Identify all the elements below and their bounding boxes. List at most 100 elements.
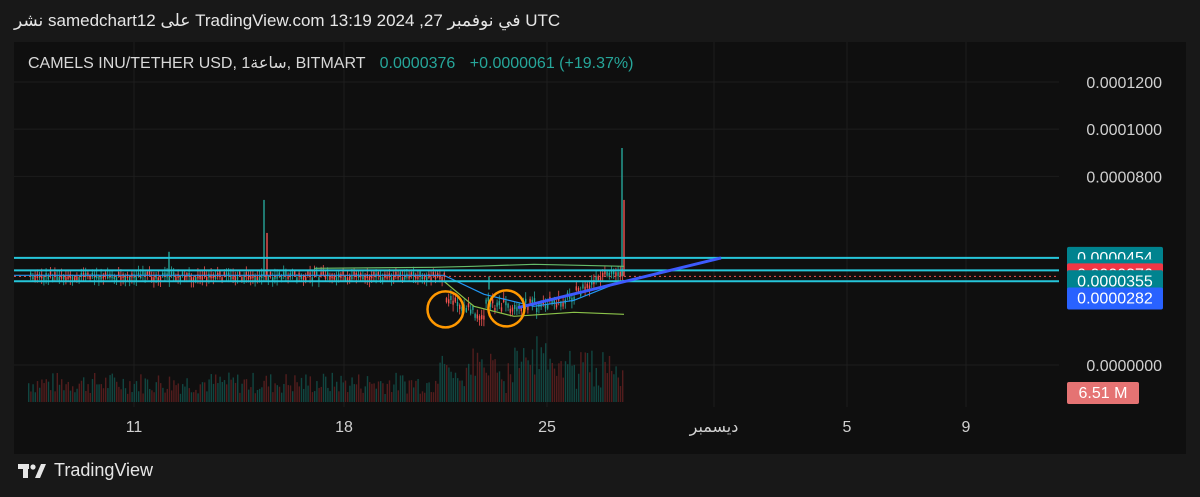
- volume-bar: [177, 383, 179, 402]
- volume-bar: [175, 385, 177, 402]
- price-chart[interactable]: 0.0001200 0.0001000 0.0000800 0.0000000 0.00…: [14, 42, 1186, 454]
- candle-body: [41, 274, 43, 279]
- volume-bar: [54, 391, 56, 402]
- candle-body: [608, 272, 610, 277]
- volume-bar: [243, 379, 245, 402]
- candle-body: [201, 275, 203, 280]
- candle-body: [65, 276, 67, 281]
- volume-bar: [318, 387, 320, 402]
- candle-body: [274, 275, 276, 280]
- candle-body: [89, 275, 91, 280]
- volume-bar: [325, 376, 327, 402]
- candle-body: [527, 306, 529, 311]
- volume-bar: [102, 388, 105, 402]
- volume-bar: [276, 385, 278, 402]
- candle-body: [353, 271, 355, 276]
- volume-bar: [584, 352, 586, 402]
- candle-body: [441, 276, 443, 281]
- volume-bar: [428, 382, 430, 402]
- volume-bar: [320, 386, 322, 402]
- candle-body: [335, 276, 338, 281]
- candle-body: [533, 298, 536, 303]
- moving-average-line: [14, 274, 625, 307]
- volume-bar: [193, 392, 195, 402]
- volume-bar: [505, 392, 507, 402]
- candle-body: [573, 296, 575, 301]
- volume-bar: [28, 383, 30, 402]
- volume-bar: [503, 381, 505, 402]
- volume-bar: [393, 384, 395, 402]
- volume-bar: [270, 374, 272, 402]
- volume-bar: [151, 390, 153, 402]
- candle-body: [410, 272, 412, 277]
- volume-bar: [204, 382, 206, 402]
- volume-bar: [223, 380, 226, 402]
- candle-body: [278, 272, 280, 277]
- volume-bar: [138, 391, 140, 402]
- candle-body: [305, 277, 307, 282]
- volume-bar: [50, 390, 52, 402]
- candle-body: [153, 277, 155, 282]
- volume-bar: [184, 386, 186, 402]
- candle-body: [569, 294, 571, 299]
- candle-body: [43, 276, 45, 281]
- candle-body: [252, 274, 254, 279]
- candle-body: [272, 277, 274, 282]
- volume-bar: [256, 389, 259, 402]
- volume-bar: [472, 348, 474, 402]
- tradingview-brand: TradingView: [54, 460, 154, 480]
- volume-bar: [153, 392, 155, 402]
- volume-bar: [168, 376, 171, 402]
- candle-body: [333, 275, 335, 280]
- price-label: 0.0000282: [1077, 290, 1153, 307]
- volume-bar: [85, 391, 87, 402]
- candle-body: [144, 272, 146, 277]
- candle-body: [571, 297, 573, 302]
- chart-panel[interactable]: CAMELS INU/TETHER USD, 1ساعة, BITMART 0.…: [14, 42, 1186, 454]
- volume-bar: [492, 360, 494, 402]
- volume-bar: [465, 367, 468, 402]
- candle-body: [181, 272, 184, 277]
- volume-bar: [549, 358, 551, 402]
- volume-bar: [265, 375, 267, 402]
- candle-body: [448, 299, 450, 304]
- volume-bar: [364, 386, 366, 402]
- candle-body: [258, 276, 261, 281]
- time-tick-label: 9: [962, 419, 971, 436]
- volume-bar: [545, 343, 547, 402]
- volume-bar: [272, 392, 274, 402]
- time-tick-label: 5: [843, 419, 852, 436]
- candle-body: [159, 276, 162, 281]
- candle-body: [322, 271, 324, 276]
- candle-body: [615, 272, 617, 277]
- volume-bar: [122, 378, 124, 402]
- volume-bar: [294, 375, 296, 402]
- volume-bar: [278, 386, 281, 402]
- volume-bar: [591, 350, 593, 402]
- candle-body: [291, 272, 294, 277]
- volume-bar: [571, 365, 573, 402]
- volume-label-box: [1067, 382, 1139, 404]
- candle-body: [245, 272, 247, 277]
- volume-bar: [146, 379, 149, 402]
- volume-bar: [556, 375, 558, 402]
- volume-bar: [206, 391, 208, 402]
- candle-body: [476, 314, 478, 319]
- volume-bar: [617, 377, 619, 402]
- volume-bar: [254, 393, 256, 402]
- candle-body: [261, 274, 263, 279]
- volume-bar: [366, 376, 369, 402]
- volume-bar: [259, 388, 261, 402]
- volume-bar: [140, 374, 142, 402]
- volume-bar: [558, 363, 560, 402]
- volume-bar: [166, 388, 168, 402]
- volume-bar: [562, 377, 564, 402]
- volume-label: 6.51 M: [1079, 385, 1128, 402]
- candle-body: [450, 295, 452, 300]
- candle-body: [151, 276, 153, 281]
- volume-bar: [201, 382, 204, 402]
- candle-body: [320, 272, 322, 277]
- volume-bar: [353, 384, 355, 402]
- volume-bar: [615, 366, 617, 402]
- candle-body: [265, 275, 267, 280]
